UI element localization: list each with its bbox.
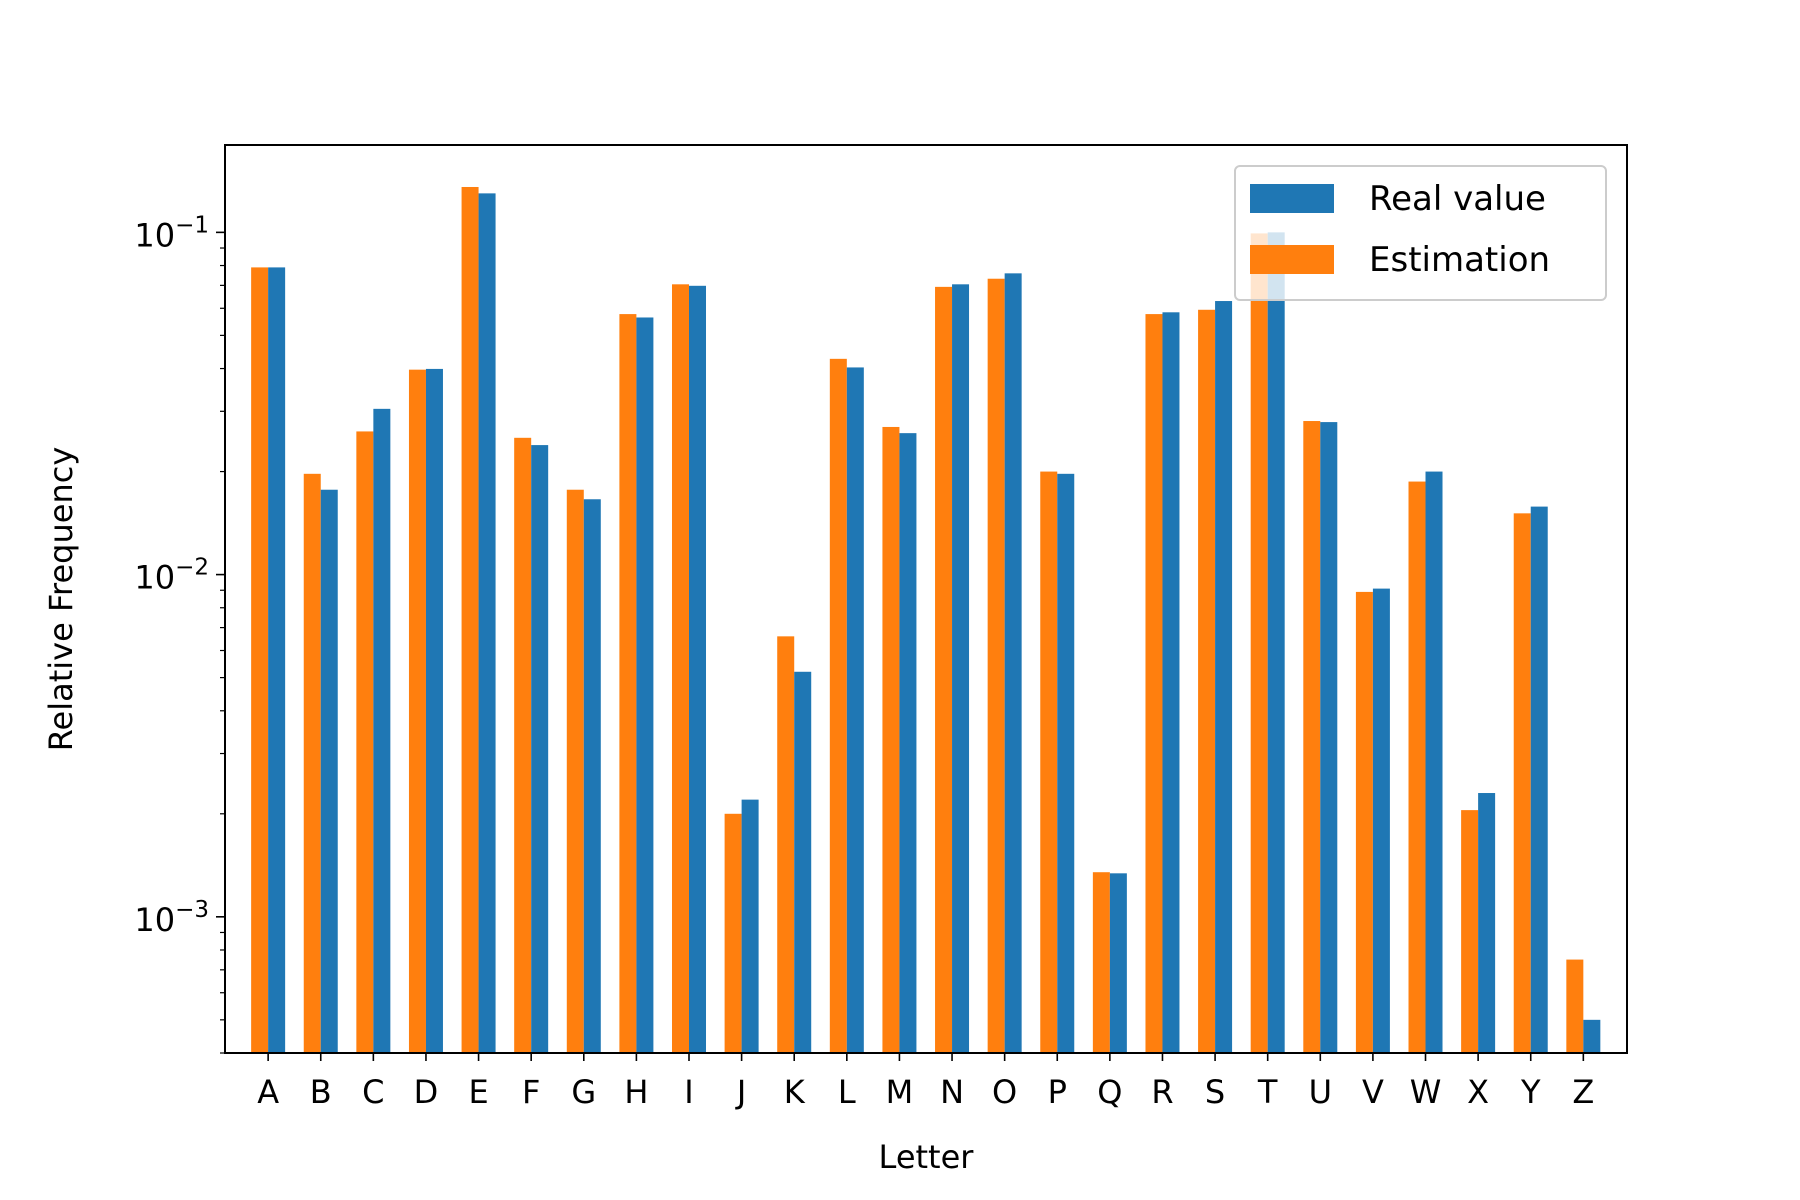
bar-estimation-t — [1250, 233, 1268, 1054]
bar-real-value-r — [1162, 312, 1180, 1054]
bar-real-value-i — [689, 285, 707, 1054]
bar-real-value-d — [425, 368, 443, 1053]
bar-estimation-v — [1355, 591, 1373, 1053]
bar-estimation-c — [356, 431, 374, 1053]
bar-real-value-f — [531, 445, 549, 1053]
bar-estimation-y — [1513, 513, 1531, 1053]
bar-estimation-a — [251, 267, 269, 1054]
x-tick-label-c: C — [362, 1073, 384, 1111]
x-tick-label-y: Y — [1520, 1073, 1541, 1111]
legend: Real value Estimation — [1234, 165, 1607, 301]
legend-swatch-estimation — [1250, 245, 1334, 274]
bar-estimation-i — [672, 284, 690, 1053]
x-tick-label-u: U — [1309, 1073, 1332, 1111]
bar-estimation-b — [303, 473, 321, 1054]
bar-real-value-g — [583, 499, 601, 1053]
bar-real-value-a — [268, 267, 286, 1054]
bar-real-value-k — [794, 671, 812, 1053]
bar-real-value-u — [1320, 422, 1338, 1053]
bar-estimation-j — [724, 813, 742, 1053]
y-axis-label: Relative Frequency — [42, 447, 80, 752]
x-tick-label-j: J — [735, 1073, 746, 1111]
bar-group — [251, 186, 1601, 1054]
bar-estimation-h — [619, 314, 637, 1054]
bar-estimation-w — [1408, 481, 1426, 1053]
plot-frame — [224, 144, 1628, 1054]
y-axis-ticks: 10−1 10−2 10−3 — [134, 212, 225, 1054]
bar-real-value-x — [1478, 793, 1496, 1053]
bar-estimation-s — [1198, 309, 1216, 1053]
x-tick-label-a: A — [257, 1073, 279, 1111]
y-tick-label: 10−2 — [134, 555, 209, 597]
legend-label-estimation: Estimation — [1369, 240, 1550, 280]
bar-real-value-w — [1425, 471, 1443, 1053]
legend-swatch-real-value — [1250, 184, 1334, 213]
bar-real-value-l — [846, 367, 864, 1054]
x-tick-label-f: F — [522, 1073, 540, 1111]
bar-real-value-c — [373, 408, 391, 1053]
x-tick-label-h: H — [624, 1073, 648, 1111]
bar-estimation-d — [408, 369, 426, 1053]
x-tick-label-t: T — [1257, 1073, 1278, 1111]
bar-estimation-m — [882, 426, 900, 1054]
bar-real-value-v — [1372, 588, 1390, 1053]
bar-real-value-m — [899, 433, 917, 1053]
x-tick-label-z: Z — [1572, 1073, 1594, 1111]
bar-estimation-q — [1092, 872, 1110, 1053]
bar-estimation-l — [829, 358, 847, 1053]
bar-estimation-o — [987, 278, 1005, 1053]
x-tick-label-d: D — [414, 1073, 439, 1111]
x-tick-label-m: M — [886, 1073, 914, 1111]
bar-real-value-e — [478, 193, 496, 1054]
x-tick-label-v: V — [1362, 1073, 1384, 1111]
x-tick-label-p: P — [1048, 1073, 1067, 1111]
bar-real-value-h — [636, 317, 654, 1053]
x-tick-label-l: L — [838, 1073, 856, 1111]
x-tick-label-e: E — [468, 1073, 488, 1111]
x-tick-label-x: X — [1467, 1073, 1489, 1111]
bar-estimation-f — [514, 437, 532, 1053]
bar-real-value-s — [1215, 301, 1233, 1053]
x-tick-label-i: I — [684, 1073, 693, 1111]
bar-estimation-e — [461, 186, 479, 1053]
bar-real-value-b — [320, 489, 338, 1054]
bar-estimation-n — [935, 286, 953, 1053]
bar-real-value-q — [1109, 873, 1127, 1053]
x-tick-label-s: S — [1205, 1073, 1225, 1111]
legend-label-real-value: Real value — [1369, 179, 1546, 219]
x-tick-label-n: N — [940, 1073, 964, 1111]
bar-estimation-u — [1303, 421, 1321, 1053]
bar-real-value-j — [741, 799, 759, 1053]
y-tick-label: 10−1 — [134, 212, 209, 254]
x-tick-label-k: K — [784, 1073, 806, 1111]
x-tick-label-q: Q — [1097, 1073, 1122, 1111]
x-tick-label-g: G — [571, 1073, 596, 1111]
bar-real-value-p — [1057, 473, 1075, 1054]
bar-estimation-g — [566, 489, 584, 1054]
bar-estimation-r — [1145, 314, 1163, 1054]
bar-estimation-x — [1461, 810, 1479, 1053]
bar-real-value-o — [1004, 273, 1022, 1053]
bar-real-value-z — [1583, 1019, 1601, 1053]
bar-estimation-k — [777, 636, 795, 1053]
x-tick-label-w: W — [1410, 1073, 1442, 1111]
x-axis-label: Letter — [879, 1138, 975, 1176]
bar-estimation-z — [1566, 959, 1584, 1053]
x-tick-label-b: B — [310, 1073, 332, 1111]
bar-real-value-t — [1267, 232, 1285, 1053]
bar-real-value-y — [1530, 506, 1548, 1053]
x-tick-label-o: O — [992, 1073, 1017, 1111]
x-tick-label-r: R — [1151, 1073, 1173, 1111]
y-tick-label: 10−3 — [134, 897, 209, 939]
bar-real-value-n — [952, 284, 970, 1053]
bar-estimation-p — [1040, 471, 1058, 1053]
